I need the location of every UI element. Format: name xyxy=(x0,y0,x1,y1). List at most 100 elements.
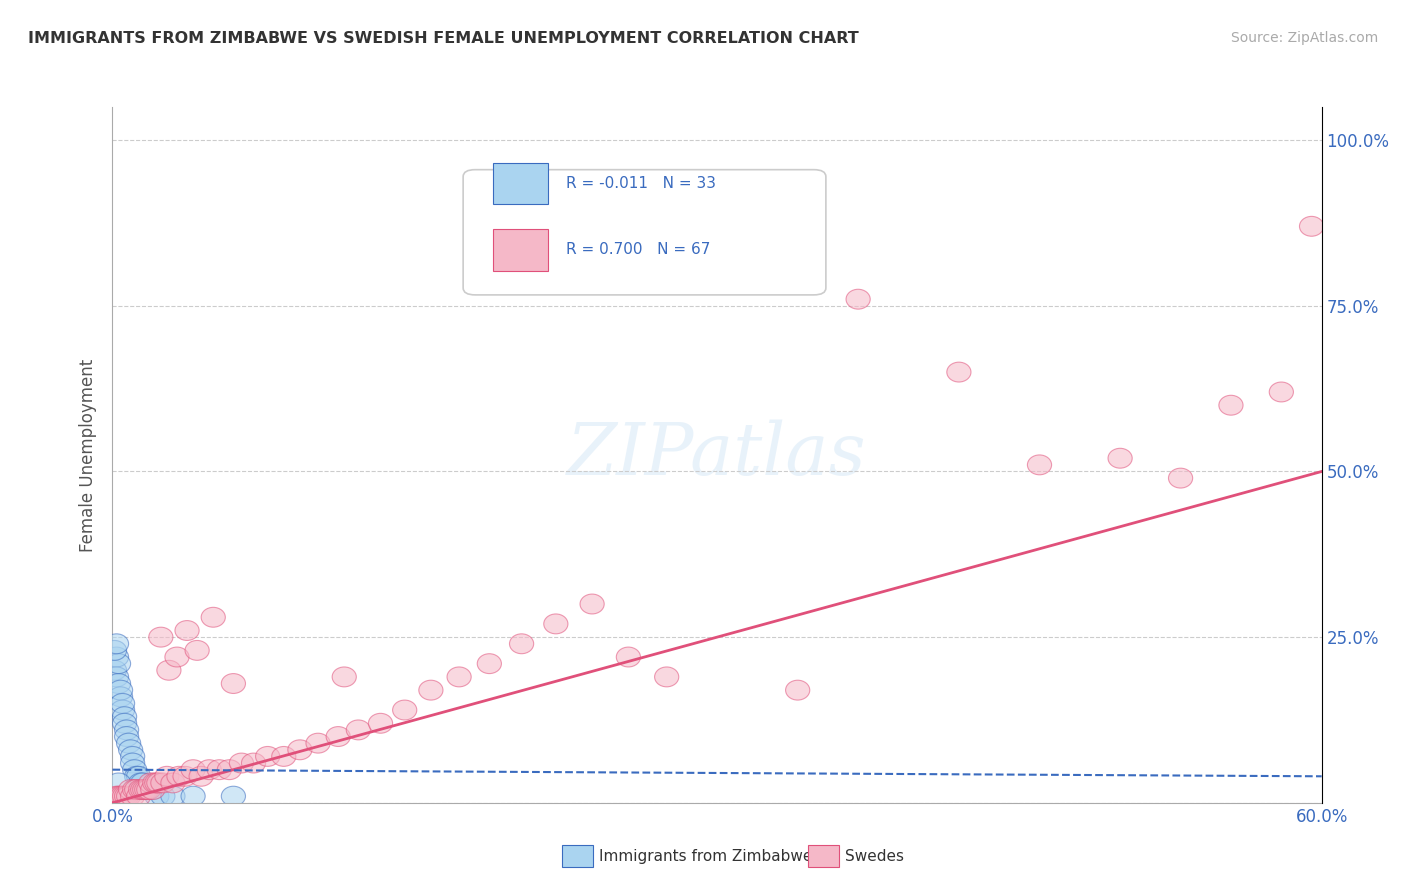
Ellipse shape xyxy=(111,693,135,714)
Ellipse shape xyxy=(103,660,127,681)
Ellipse shape xyxy=(108,786,132,806)
Ellipse shape xyxy=(117,733,141,753)
FancyBboxPatch shape xyxy=(463,169,825,295)
Ellipse shape xyxy=(160,786,186,806)
Ellipse shape xyxy=(131,780,155,799)
Ellipse shape xyxy=(616,647,641,667)
Ellipse shape xyxy=(221,673,246,693)
Ellipse shape xyxy=(346,720,370,739)
Ellipse shape xyxy=(111,786,135,806)
Text: ZIPatlas: ZIPatlas xyxy=(567,419,868,491)
Ellipse shape xyxy=(146,773,172,793)
Ellipse shape xyxy=(107,654,131,673)
Ellipse shape xyxy=(392,700,416,720)
Ellipse shape xyxy=(108,687,132,706)
Ellipse shape xyxy=(368,714,392,733)
Y-axis label: Female Unemployment: Female Unemployment xyxy=(79,359,97,551)
Ellipse shape xyxy=(229,753,253,773)
Ellipse shape xyxy=(256,747,280,766)
Text: Swedes: Swedes xyxy=(845,849,904,863)
Ellipse shape xyxy=(111,700,135,720)
Ellipse shape xyxy=(181,786,205,806)
Ellipse shape xyxy=(132,780,157,799)
Ellipse shape xyxy=(326,727,350,747)
Ellipse shape xyxy=(112,786,136,806)
Ellipse shape xyxy=(447,667,471,687)
Ellipse shape xyxy=(188,766,214,786)
Ellipse shape xyxy=(509,634,534,654)
Ellipse shape xyxy=(107,673,131,693)
Ellipse shape xyxy=(107,773,131,793)
Ellipse shape xyxy=(1168,468,1192,488)
Ellipse shape xyxy=(104,667,128,687)
Ellipse shape xyxy=(104,647,128,667)
Ellipse shape xyxy=(108,681,132,700)
Text: R = -0.011   N = 33: R = -0.011 N = 33 xyxy=(565,176,716,191)
Ellipse shape xyxy=(1108,449,1132,468)
Ellipse shape xyxy=(127,786,150,806)
Ellipse shape xyxy=(143,773,167,793)
Ellipse shape xyxy=(221,786,246,806)
Ellipse shape xyxy=(127,766,150,786)
Ellipse shape xyxy=(271,747,295,766)
Ellipse shape xyxy=(332,667,356,687)
Ellipse shape xyxy=(107,786,131,806)
Ellipse shape xyxy=(181,760,205,780)
Ellipse shape xyxy=(218,760,242,780)
Ellipse shape xyxy=(114,727,139,747)
Ellipse shape xyxy=(114,786,139,806)
Ellipse shape xyxy=(544,614,568,634)
Ellipse shape xyxy=(1219,395,1243,415)
Ellipse shape xyxy=(157,660,181,681)
Ellipse shape xyxy=(132,780,157,799)
Ellipse shape xyxy=(112,714,136,733)
Ellipse shape xyxy=(114,720,139,739)
Ellipse shape xyxy=(104,634,128,654)
Ellipse shape xyxy=(1028,455,1052,475)
Ellipse shape xyxy=(419,681,443,700)
Ellipse shape xyxy=(197,760,221,780)
Ellipse shape xyxy=(104,786,128,806)
Ellipse shape xyxy=(207,760,232,780)
Ellipse shape xyxy=(149,627,173,647)
Ellipse shape xyxy=(173,766,197,786)
Ellipse shape xyxy=(145,786,169,806)
Ellipse shape xyxy=(145,773,169,793)
Ellipse shape xyxy=(846,289,870,310)
Text: IMMIGRANTS FROM ZIMBABWE VS SWEDISH FEMALE UNEMPLOYMENT CORRELATION CHART: IMMIGRANTS FROM ZIMBABWE VS SWEDISH FEMA… xyxy=(28,31,859,46)
Ellipse shape xyxy=(288,739,312,760)
Ellipse shape xyxy=(122,780,146,799)
Ellipse shape xyxy=(477,654,502,673)
Ellipse shape xyxy=(131,773,155,793)
Ellipse shape xyxy=(150,786,174,806)
Ellipse shape xyxy=(155,766,179,786)
Ellipse shape xyxy=(150,773,174,793)
Ellipse shape xyxy=(655,667,679,687)
Ellipse shape xyxy=(141,780,165,799)
Ellipse shape xyxy=(128,773,153,793)
Ellipse shape xyxy=(139,773,163,793)
Ellipse shape xyxy=(946,362,972,382)
Ellipse shape xyxy=(117,786,141,806)
Text: R = 0.700   N = 67: R = 0.700 N = 67 xyxy=(565,242,710,257)
Ellipse shape xyxy=(1270,382,1294,402)
Ellipse shape xyxy=(121,786,145,806)
Ellipse shape xyxy=(581,594,605,614)
Ellipse shape xyxy=(121,753,145,773)
Ellipse shape xyxy=(165,647,188,667)
Ellipse shape xyxy=(135,780,159,799)
Ellipse shape xyxy=(786,681,810,700)
Ellipse shape xyxy=(1299,217,1323,236)
Bar xyxy=(494,162,548,204)
Ellipse shape xyxy=(201,607,225,627)
Ellipse shape xyxy=(118,739,143,760)
Text: Immigrants from Zimbabwe: Immigrants from Zimbabwe xyxy=(599,849,813,863)
Ellipse shape xyxy=(307,733,330,753)
Ellipse shape xyxy=(167,766,191,786)
Ellipse shape xyxy=(122,760,146,780)
Ellipse shape xyxy=(141,780,165,799)
Ellipse shape xyxy=(128,780,153,799)
Ellipse shape xyxy=(186,640,209,660)
Ellipse shape xyxy=(118,780,143,799)
Ellipse shape xyxy=(160,773,186,793)
